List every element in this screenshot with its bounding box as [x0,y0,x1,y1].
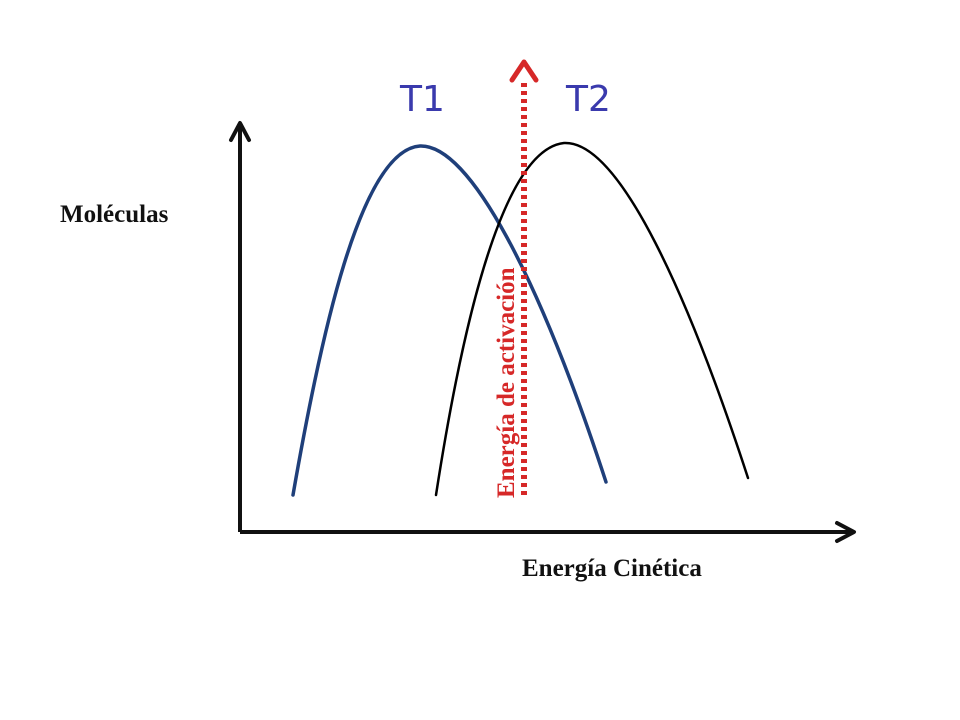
t2-distribution-curve [434,141,750,497]
t2-label: T2 [565,79,611,120]
t1-label: T1 [399,79,445,120]
x-axis-title: Energía Cinética [522,555,702,582]
activation-energy-arrowhead [509,59,539,83]
activation-energy-label: Energía de activación [493,267,520,498]
t1-distribution-curve [291,144,608,497]
y-axis-arrowhead [229,121,251,142]
x-axis-arrowhead [835,521,856,543]
y-axis-title: Moléculas [60,201,169,228]
